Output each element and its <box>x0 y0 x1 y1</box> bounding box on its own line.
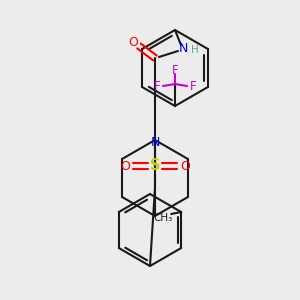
Text: H: H <box>191 45 199 55</box>
Text: N: N <box>150 136 160 148</box>
Text: O: O <box>128 35 138 49</box>
Text: F: F <box>154 80 160 92</box>
Text: CH₃: CH₃ <box>154 213 173 223</box>
Text: O: O <box>180 160 190 172</box>
Text: F: F <box>172 64 178 77</box>
Text: N: N <box>178 41 188 55</box>
Text: F: F <box>190 80 196 92</box>
Text: S: S <box>150 158 160 173</box>
Text: O: O <box>120 160 130 172</box>
